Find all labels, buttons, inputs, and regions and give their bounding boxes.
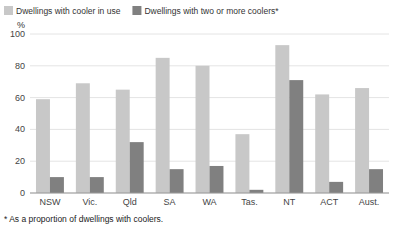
bar xyxy=(196,66,210,193)
x-tick-label: ACT xyxy=(320,197,339,207)
y-tick-label: 100 xyxy=(10,29,25,39)
bar xyxy=(156,58,170,193)
bar xyxy=(275,45,289,193)
bar xyxy=(315,94,329,193)
footnote: * As a proportion of dwellings with cool… xyxy=(4,214,163,224)
x-axis-line xyxy=(30,193,389,194)
x-tick-label: NSW xyxy=(39,197,61,207)
bar xyxy=(289,80,303,193)
y-tick-label: 40 xyxy=(15,124,25,134)
legend-label: Dwellings with two or more coolers* xyxy=(144,6,279,16)
y-tick-label: 20 xyxy=(15,156,25,166)
bar xyxy=(329,182,343,193)
bar xyxy=(50,177,64,193)
legend-label: Dwellings with cooler in use xyxy=(16,6,121,16)
y-axis-label: % xyxy=(17,20,25,30)
legend-swatch xyxy=(132,6,141,15)
bar xyxy=(235,134,249,193)
y-tick-label: 80 xyxy=(15,61,25,71)
x-tick-label: Tas. xyxy=(241,197,258,207)
bar xyxy=(76,83,90,193)
grid xyxy=(30,34,389,193)
bar xyxy=(116,90,130,193)
legend-swatch xyxy=(4,6,13,15)
bar xyxy=(210,166,224,193)
y-tick-label: 0 xyxy=(20,188,25,198)
grid-line xyxy=(30,34,389,35)
bar xyxy=(355,88,369,193)
x-tick-label: WA xyxy=(202,197,216,207)
grid-line xyxy=(30,193,389,194)
bar xyxy=(90,177,104,193)
bar xyxy=(369,169,383,193)
x-tick-label: SA xyxy=(164,197,176,207)
legend-item: Dwellings with cooler in use xyxy=(4,6,121,16)
bar xyxy=(130,142,144,193)
x-tick-label: Vic. xyxy=(82,197,97,207)
x-tick-label: NT xyxy=(283,197,295,207)
legend-item: Dwellings with two or more coolers* xyxy=(132,6,279,16)
chart: 0 20 40 60 80 100% NSW Vic. Qld SA WA Tas. NT ACT Aust… xyxy=(0,0,397,227)
x-tick-label: Qld xyxy=(123,197,137,207)
y-tick-label: 60 xyxy=(15,93,25,103)
bar xyxy=(170,169,184,193)
bars xyxy=(36,45,383,193)
x-tick-label: Aust. xyxy=(359,197,380,207)
bar xyxy=(36,99,50,193)
legend: Dwellings with cooler in use Dwellings wi… xyxy=(4,6,279,16)
